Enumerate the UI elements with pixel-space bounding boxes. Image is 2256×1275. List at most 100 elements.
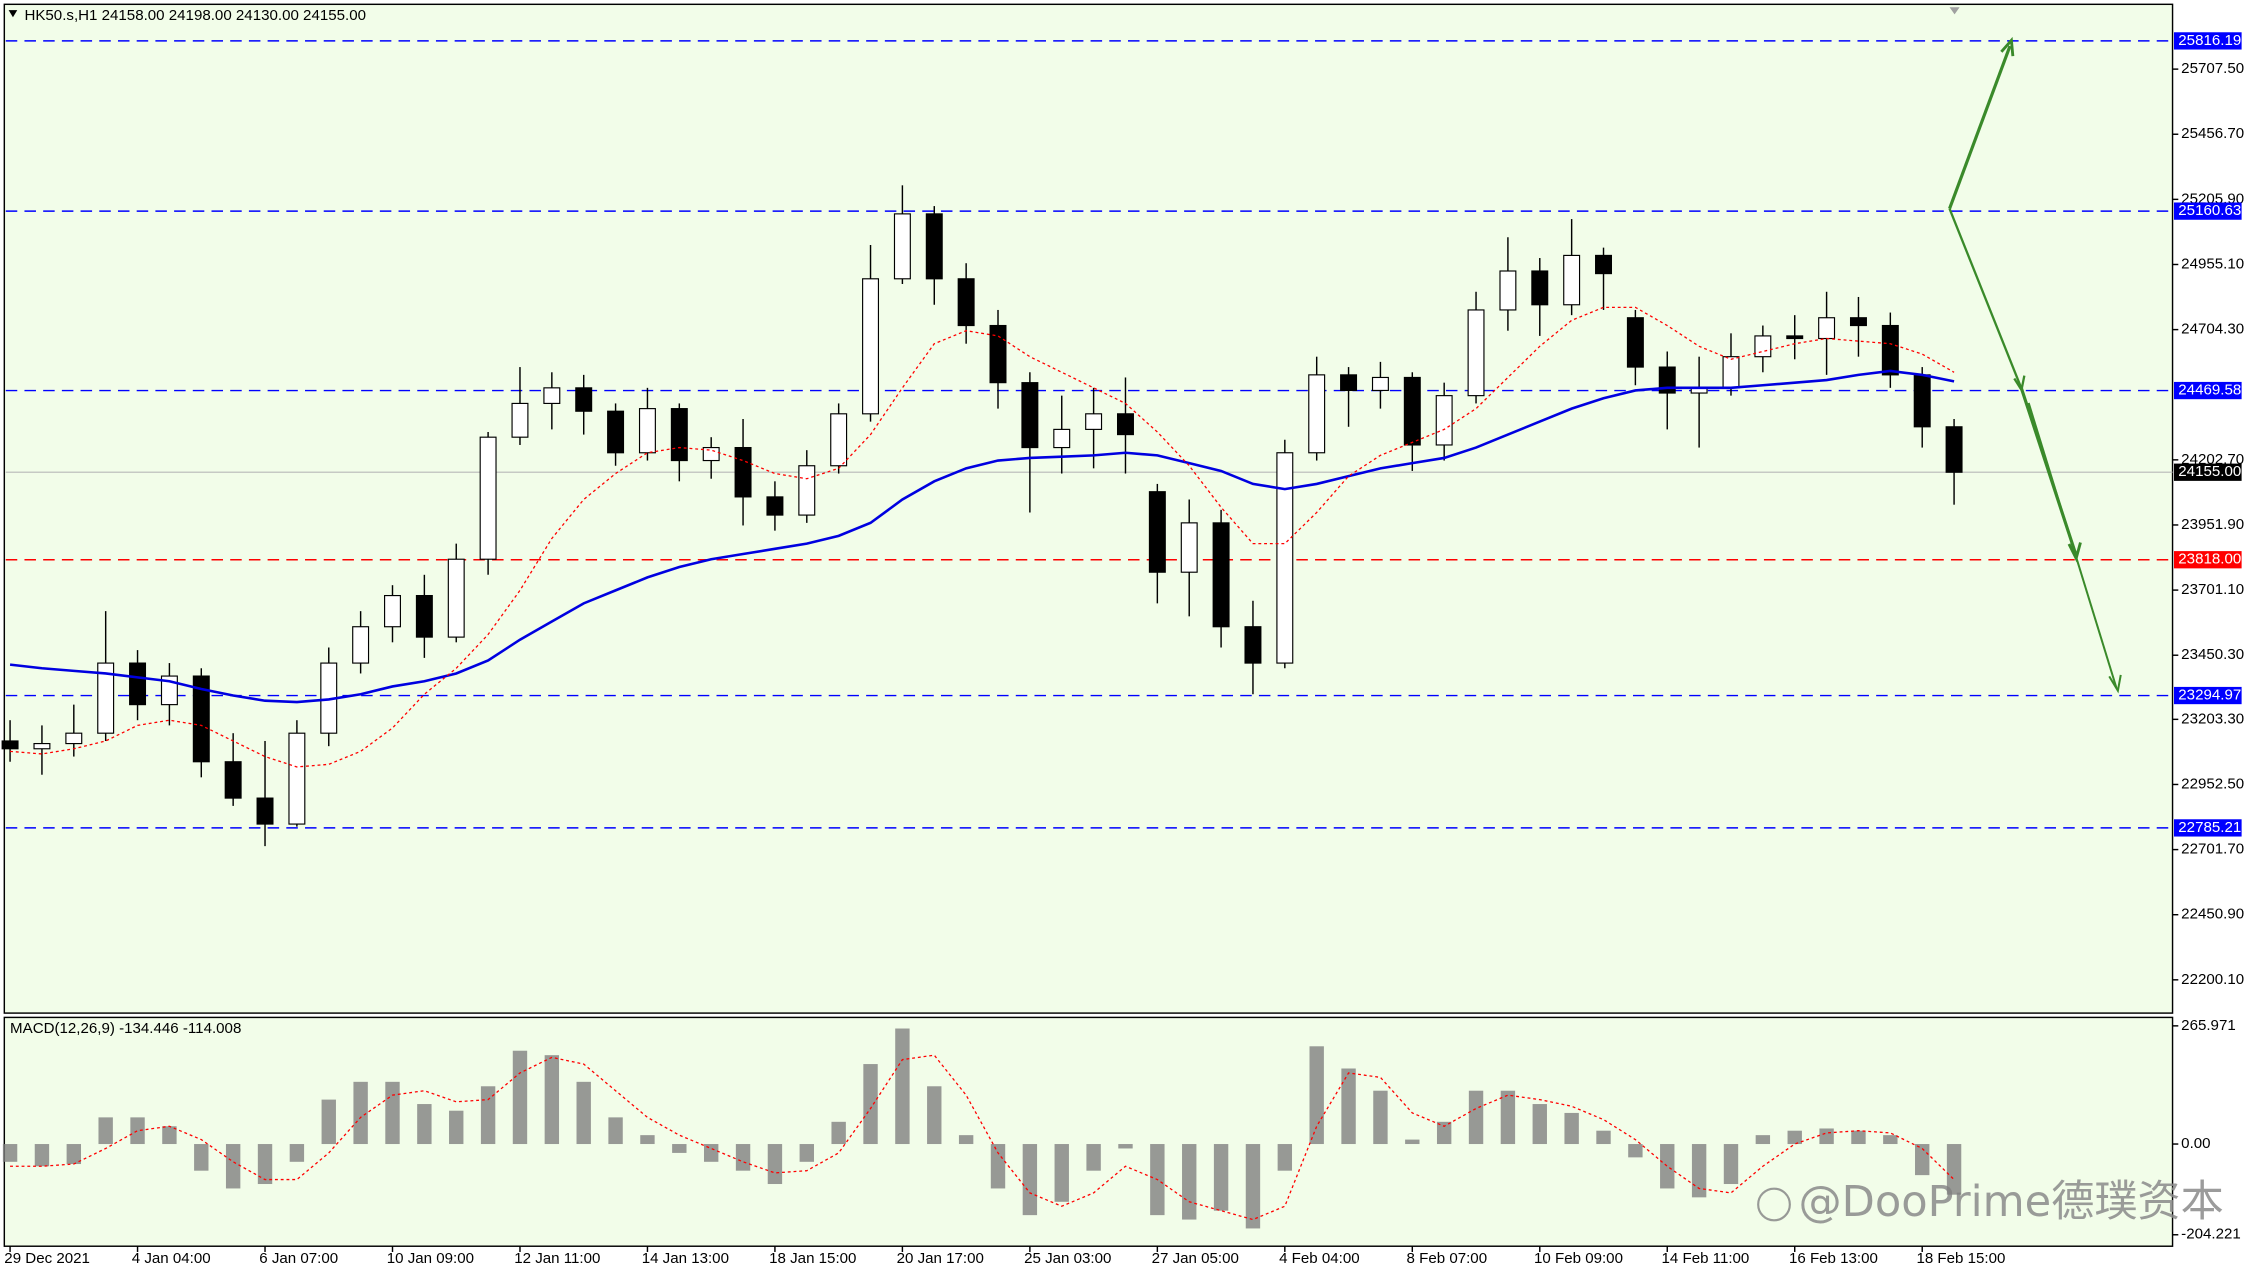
arrow-head [2000,36,2015,57]
level-label-box [2173,202,2242,220]
y-tick-label: 25456.70 [2181,125,2244,142]
menu-triangle[interactable] [8,10,18,18]
candle-body [1021,382,1039,449]
candle-body [192,675,210,763]
candle-body [670,408,688,462]
macd-bar [1755,1135,1771,1145]
x-tick-label: 14 Feb 11:00 [1661,1250,1749,1267]
macd-bar [608,1117,623,1145]
macd-bar [990,1144,1006,1189]
x-tick-label: 18 Jan 15:00 [769,1250,856,1267]
macd-bar [1405,1139,1420,1145]
candle-body [352,626,370,664]
macd-bar [1660,1144,1675,1189]
macd-bar [162,1126,177,1145]
levels [5,40,2173,829]
candle-body [1371,376,1389,392]
y-tick-label: 22450.90 [2181,906,2244,923]
arrow-down [1948,208,2023,389]
candle-body [1722,356,1740,389]
macd-bar [735,1144,751,1171]
level-label-box [2173,381,2242,400]
level-label-box [2173,32,2242,50]
candle-body [256,797,274,825]
x-tick-label: 8 Feb 07:00 [1407,1250,1488,1267]
macd-bar [1022,1144,1038,1216]
candle-body [989,324,1007,384]
last-price-label: 24155.00 [2178,463,2241,480]
candle-body [607,410,625,454]
candle-body [511,402,529,438]
candle-body [1308,374,1326,454]
level-label-box [2173,819,2242,837]
candle-body [702,446,720,462]
candle-body [1116,413,1134,436]
candle-body [1818,317,1836,340]
candle-body [384,594,401,628]
macd-bar [544,1055,560,1145]
macd-bar [1277,1144,1293,1171]
macd-bar [672,1144,687,1153]
macd-bar [66,1144,82,1165]
watermark-logo [1757,1187,1791,1222]
macd-tick-label: 265.971 [2181,1017,2236,1034]
x-tick-label: 29 Dec 2021 [4,1250,90,1267]
x-tick-label: 25 Jan 03:00 [1024,1250,1111,1267]
macd-bar [1851,1130,1866,1145]
last-price-box [2173,463,2242,481]
macd-bar [1946,1144,1962,1195]
level-label: 24469.58 [2178,382,2241,399]
candle-body [798,465,816,516]
candle-body [1626,317,1644,368]
candle-body [1531,270,1549,306]
y-tick-label: 22701.70 [2181,841,2244,858]
macd-tick-label: 0.00 [2181,1135,2210,1152]
candle-body [862,278,880,415]
macd-bar [417,1104,432,1145]
macd-bar [257,1144,273,1185]
macd-bar [958,1135,974,1145]
candle-body [766,496,784,516]
macd-bar [1182,1144,1197,1220]
macd-bar [799,1144,814,1162]
macd-bar [1915,1144,1930,1176]
x-tick-label: 10 Feb 09:00 [1534,1250,1623,1267]
y-tick-label: 24955.10 [2181,255,2244,272]
macd-title: MACD(12,26,9) -134.446 -114.008 [10,1020,241,1037]
macd-bar [130,1117,145,1145]
candle-body [1595,254,1613,275]
candle-body [734,446,752,498]
macd-bar [1118,1144,1133,1149]
candle-body [1467,309,1485,397]
candle-body [1786,335,1804,340]
macd-bar [1436,1121,1452,1145]
candle-body [1085,413,1103,430]
candle-body [957,278,975,327]
macd-bar [1373,1090,1388,1145]
candle-body [129,662,147,706]
watermark: @DooPrime德璞资本 [1757,1177,2224,1227]
x-tick-label: 10 Jan 09:00 [387,1250,474,1267]
candle-body [1754,335,1772,358]
candle-body [447,558,465,638]
candle-body [1244,626,1262,664]
macd-bar [1086,1144,1101,1171]
level-label: 22785.21 [2178,819,2241,836]
level-label: 23294.97 [2178,687,2241,704]
macd-bar [1468,1090,1484,1145]
macd-bar [289,1144,305,1162]
moving-average [9,369,1955,704]
candle-body [575,387,593,412]
y-tick-label: 24704.30 [2181,321,2244,338]
macd-bar [1883,1135,1898,1145]
macd-bar [1819,1128,1834,1145]
macd-bar [1628,1144,1643,1158]
macd-bar [353,1081,368,1145]
x-tick-label: 14 Jan 13:00 [642,1250,729,1267]
chart-title: HK50.s,H1 24158.00 24198.00 24130.00 241… [24,7,366,24]
candle-body [224,761,242,799]
macd-bar [1213,1144,1229,1211]
level-label: 25160.63 [2178,202,2241,219]
price-layer [1,185,1963,847]
macd-bar [640,1135,655,1145]
